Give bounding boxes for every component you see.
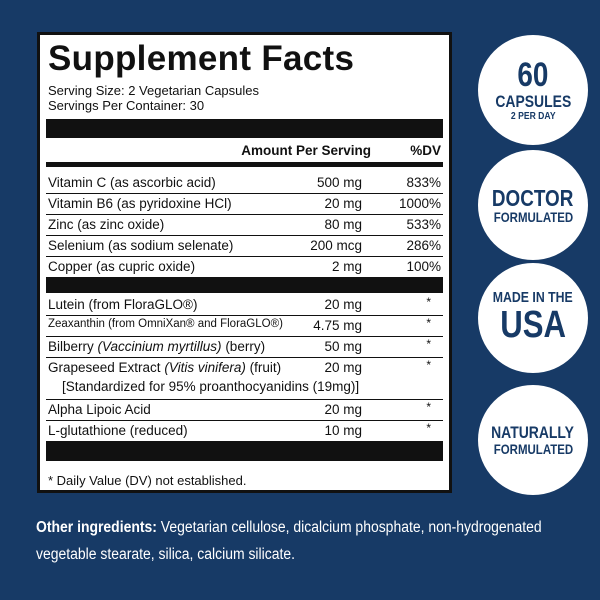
nutrient-amount: 4.75 mg — [313, 318, 362, 333]
badge-text: DOCTOR — [492, 184, 574, 211]
badge-text: USA — [500, 303, 566, 346]
thick-bar — [46, 277, 443, 293]
header-amount: Amount Per Serving — [241, 143, 371, 158]
nutrient-name: Zeaxanthin (from OmniXan® and FloraGLO®) — [48, 318, 283, 330]
nutrient-dv: * — [426, 421, 431, 435]
nutrient-name-text: Zeaxanthin (from OmniXan® and FloraGLO®) — [48, 318, 283, 330]
row-rule — [46, 193, 443, 194]
nutrient-part: (berry) — [225, 339, 266, 354]
nutrient-name: Zinc (as zinc oxide) — [48, 217, 164, 232]
row-rule — [46, 315, 443, 316]
thick-rule — [46, 162, 443, 167]
nutrient-amount: 20 mg — [324, 360, 362, 375]
badge-text: FORMULATED — [493, 208, 573, 225]
thick-bar — [46, 119, 443, 138]
badge-text: NATURALLY — [491, 422, 575, 442]
nutrient-name-text: Lutein (from FloraGLO®) — [48, 297, 198, 312]
nutrient-name-text: L-glutathione (reduced) — [48, 423, 188, 438]
badge-text: 2 PER DAY — [510, 110, 556, 123]
nutrient-amount: 50 mg — [324, 339, 362, 354]
nutrient-name: Lutein (from FloraGLO®) — [48, 297, 198, 312]
nutrient-note: [Standardized for 95% proanthocyanidins … — [62, 379, 360, 394]
nutrient-name-text: Bilberry — [48, 339, 94, 354]
nutrient-amount: 200 mcg — [310, 238, 362, 253]
nutrient-name: Copper (as cupric oxide) — [48, 259, 195, 274]
nutrient-name-text: Alpha Lipoic Acid — [48, 402, 151, 417]
nutrient-amount: 10 mg — [324, 423, 362, 438]
nutrient-dv: 1000% — [398, 196, 441, 211]
badge: NATURALLY FORMULATED — [478, 385, 588, 495]
servings-per-container: Servings Per Container: 30 — [48, 98, 205, 113]
row-rule — [46, 399, 443, 400]
row-rule — [46, 214, 443, 215]
thick-bar — [46, 441, 443, 461]
badge-text: FORMULATED — [493, 440, 573, 457]
nutrient-dv: * — [426, 337, 431, 351]
nutrient-name: L-glutathione (reduced) — [48, 423, 188, 438]
row-rule — [46, 256, 443, 257]
nutrient-dv: 533% — [406, 217, 441, 232]
badge: MADE IN THE USA — [478, 263, 588, 373]
nutrient-amount: 20 mg — [324, 402, 362, 417]
nutrient-latin: (Vitis vinifera) — [164, 360, 246, 375]
nutrient-name-text: Grapeseed Extract — [48, 360, 161, 375]
nutrient-name-text: Vitamin B6 (as pyridoxine HCl) — [48, 196, 232, 211]
nutrient-dv: 286% — [406, 238, 441, 253]
nutrient-amount: 80 mg — [324, 217, 362, 232]
nutrient-part: (fruit) — [249, 360, 282, 375]
nutrient-amount: 20 mg — [324, 297, 362, 312]
nutrient-amount: 500 mg — [316, 175, 362, 190]
nutrient-dv: 100% — [406, 259, 441, 274]
facts-title: Supplement Facts — [48, 39, 355, 78]
badge-text: CAPSULES — [495, 92, 571, 112]
other-text: Vegetarian cellulose, dicalcium phosphat… — [36, 519, 542, 563]
row-rule — [46, 235, 443, 236]
badge: DOCTOR FORMULATED — [478, 150, 588, 260]
nutrient-dv: * — [426, 295, 431, 309]
nutrient-amount: 2 mg — [331, 259, 362, 274]
nutrient-name: Vitamin B6 (as pyridoxine HCl) — [48, 196, 232, 211]
nutrient-dv: * — [426, 316, 431, 330]
nutrient-name: Grapeseed Extract (Vitis vinifera) (frui… — [48, 360, 281, 375]
badge-text: 60 — [517, 55, 549, 94]
nutrient-name: Alpha Lipoic Acid — [48, 402, 151, 417]
footnote: * Daily Value (DV) not established. — [48, 473, 247, 488]
nutrient-name: Selenium (as sodium selenate) — [48, 238, 233, 253]
other-label: Other ingredients: — [36, 519, 157, 536]
nutrient-dv: * — [426, 400, 431, 414]
nutrient-name: Vitamin C (as ascorbic acid) — [48, 175, 216, 190]
nutrient-name-text: Copper (as cupric oxide) — [48, 259, 196, 274]
row-rule — [46, 336, 443, 337]
nutrient-dv: 833% — [406, 175, 441, 190]
header-dv: %DV — [410, 143, 441, 158]
nutrient-latin: (Vaccinium myrtillus) — [97, 339, 222, 354]
row-rule — [46, 357, 443, 358]
nutrient-name: Bilberry (Vaccinium myrtillus) (berry) — [48, 339, 265, 354]
supplement-facts-panel: Supplement Facts Serving Size: 2 Vegetar… — [37, 32, 452, 493]
nutrient-amount: 20 mg — [324, 196, 362, 211]
other-ingredients: Other ingredients: Vegetarian cellulose,… — [36, 514, 576, 568]
nutrient-dv: * — [426, 358, 431, 372]
badge: 60 CAPSULES 2 PER DAY — [478, 35, 588, 145]
nutrient-name-text: Zinc (as zinc oxide) — [48, 217, 165, 232]
nutrient-name-text: Selenium (as sodium selenate) — [48, 238, 234, 253]
serving-size: Serving Size: 2 Vegetarian Capsules — [48, 83, 260, 98]
row-rule — [46, 420, 443, 421]
nutrient-name-text: Vitamin C (as ascorbic acid) — [48, 175, 216, 190]
badge-text: MADE IN THE — [493, 289, 573, 307]
